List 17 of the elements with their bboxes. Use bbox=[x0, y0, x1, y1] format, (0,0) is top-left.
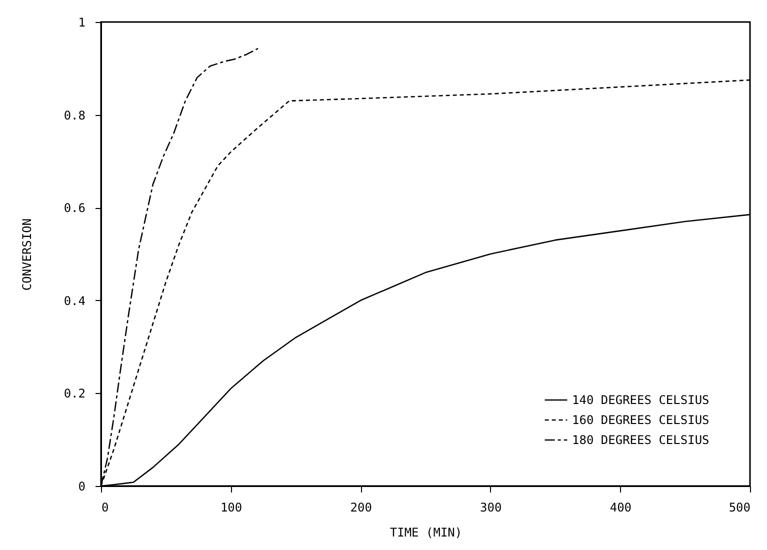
x-tick-label: 0 bbox=[102, 500, 109, 514]
x-axis-title: TIME (MIN) bbox=[390, 526, 462, 540]
y-tick-label: 0.2 bbox=[64, 386, 86, 401]
legend-label: 160 DEGREES CELSIUS bbox=[572, 413, 710, 427]
y-tick-label: 1 bbox=[78, 16, 86, 30]
legend-label: 180 DEGREES CELSIUS bbox=[572, 433, 710, 447]
legend-label: 140 DEGREES CELSIUS bbox=[572, 393, 710, 407]
y-tick-label: 0.6 bbox=[64, 201, 86, 216]
y-tick-label: 0 bbox=[78, 480, 86, 494]
x-tick-label: 200 bbox=[350, 500, 372, 514]
y-tick-label: 0.4 bbox=[64, 294, 86, 308]
x-tick-label: 500 bbox=[728, 500, 750, 514]
x-tick-label: 100 bbox=[220, 500, 242, 514]
x-tick-label: 300 bbox=[480, 500, 502, 514]
x-tick-label: 400 bbox=[610, 500, 632, 514]
y-tick-label: 0.8 bbox=[64, 108, 86, 122]
y-axis-title: CONVERSION bbox=[20, 218, 34, 291]
